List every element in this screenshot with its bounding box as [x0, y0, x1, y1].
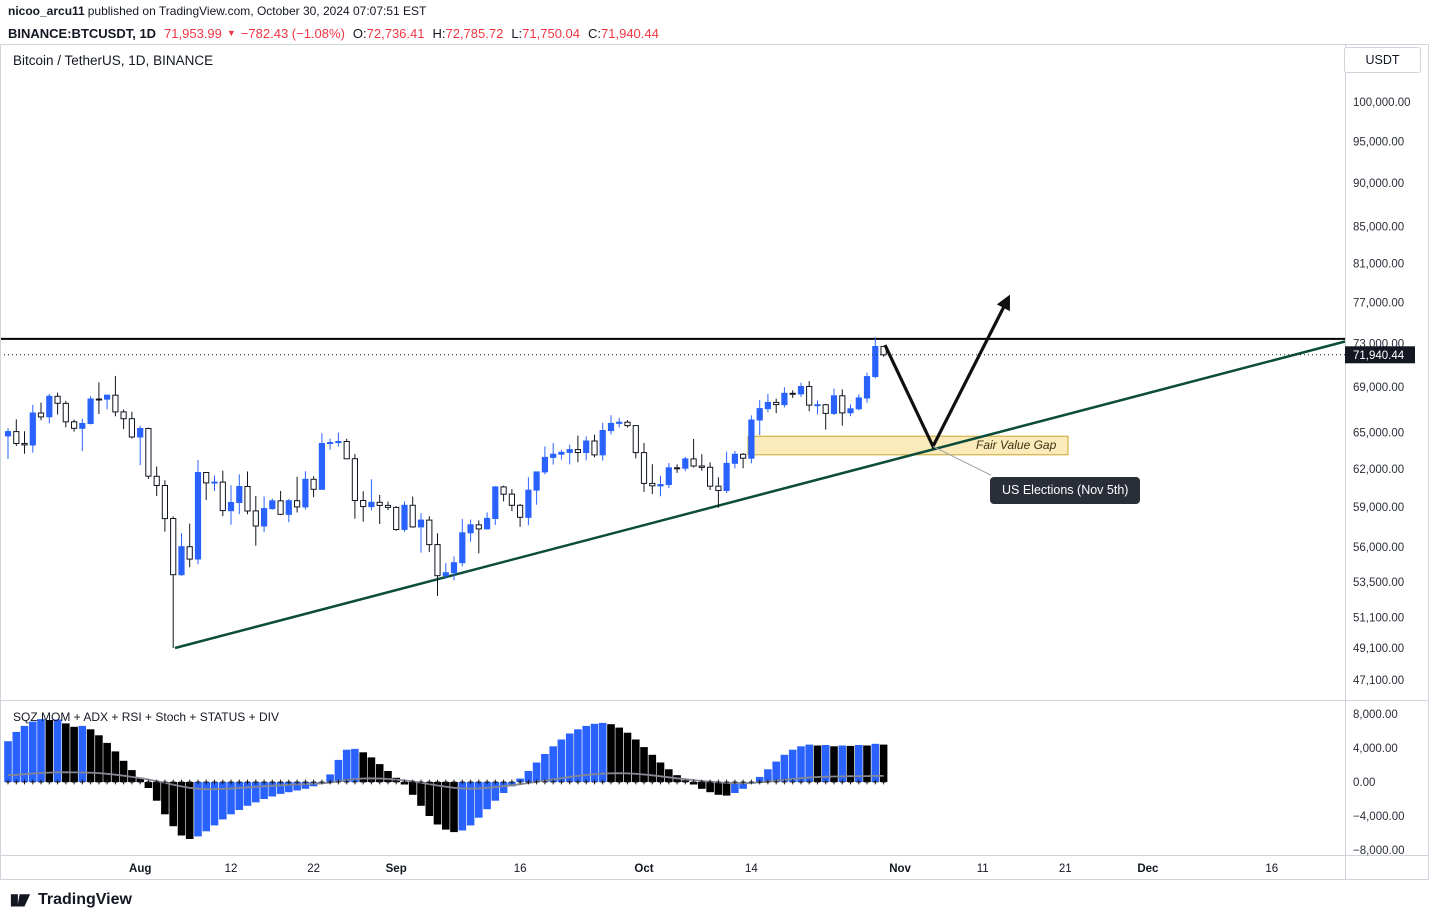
author-name: nicoo_arcu11	[8, 4, 85, 18]
price-axis[interactable]: 100,000.00 95,000.00 90,000.00 85,000.00 81,…	[1353, 97, 1411, 857]
time-axis-label: 22	[307, 863, 320, 875]
symbol-info-bar: BINANCE:BTCUSDT, 1D 71,953.99 ▼ −782.43 …	[0, 22, 1429, 44]
indicator-axis-label: 0.00	[1353, 777, 1375, 789]
time-axis-label: Aug	[129, 863, 151, 875]
time-axis-label: Oct	[634, 863, 653, 875]
time-axis-label: Nov	[889, 863, 911, 875]
indicator-axis-label: 8,000.00	[1353, 709, 1398, 721]
symbol-interval: BINANCE:BTCUSDT, 1D	[8, 25, 157, 41]
momentum-histogram	[4, 719, 888, 839]
price-axis-label: 47,100.00	[1353, 675, 1404, 687]
time-axis-label: 16	[1265, 863, 1278, 875]
tradingview-brand[interactable]: TradingView	[38, 890, 132, 908]
price-axis-label: 56,000.00	[1353, 542, 1404, 554]
close-value: C: 71,940.44	[588, 25, 659, 41]
price-axis-label: 77,000.00	[1353, 298, 1404, 310]
time-axis-label: Sep	[386, 863, 407, 875]
price-axis-label: 90,000.00	[1353, 178, 1404, 190]
us-elections-callout: US Elections (Nov 5th)	[990, 477, 1141, 504]
price-down-icon: ▼	[226, 28, 236, 38]
price-axis-label: 51,100.00	[1353, 612, 1404, 624]
trendline	[174, 340, 1346, 650]
price-axis-label: 65,000.00	[1353, 428, 1404, 440]
time-axis-label: 12	[225, 863, 238, 875]
time-axis-label: 14	[745, 863, 758, 875]
chart-svg[interactable]: 100,000.00 95,000.00 90,000.00 85,000.00 81,…	[0, 44, 1429, 880]
squeeze-markers	[5, 779, 886, 785]
price-axis-label: 85,000.00	[1353, 222, 1404, 234]
open-value: O: 72,736.41	[352, 25, 425, 41]
current-price-tag	[1345, 346, 1415, 364]
publish-info-text: published on TradingView.com, October 30…	[87, 4, 427, 18]
price-axis-label: 69,000.00	[1353, 382, 1404, 394]
fair-value-gap-box	[747, 435, 1069, 456]
footer-bar: TradingView	[0, 880, 1429, 919]
time-axis-label: Dec	[1137, 863, 1159, 875]
candles	[4, 337, 887, 648]
signal-line	[7, 771, 884, 791]
price-axis-label: 53,500.00	[1353, 577, 1404, 589]
publish-info-bar: nicoo_arcu11 published on TradingView.co…	[0, 0, 1429, 22]
chart-area[interactable]: 100,000.00 95,000.00 90,000.00 85,000.00 81,…	[0, 44, 1429, 880]
low-value: L: 71,750.04	[511, 25, 581, 41]
last-price: 71,953.99	[164, 25, 222, 41]
price-axis-label: 62,000.00	[1353, 464, 1404, 476]
time-axis[interactable]: Aug 12 22 Sep 16 Oct 14 Nov 11 21 Dec 16	[129, 863, 1278, 875]
indicator-axis-label: 4,000.00	[1353, 743, 1398, 755]
price-axis-label: 49,100.00	[1353, 643, 1404, 655]
pane-borders	[0, 44, 1429, 880]
callout-connector	[932, 445, 992, 476]
time-axis-label: 16	[514, 863, 527, 875]
price-axis-label: 59,000.00	[1353, 502, 1404, 514]
indicator-axis-label: −8,000.00	[1353, 845, 1404, 857]
price-change: −782.43 (−1.08%)	[240, 25, 345, 41]
indicator-axis-label: −4,000.00	[1353, 811, 1404, 823]
price-axis-label: 95,000.00	[1353, 136, 1404, 148]
current-price-tag-label: 71,940.44	[1353, 350, 1405, 362]
tradingview-logo-icon[interactable]	[10, 889, 31, 910]
high-value: H: 72,785.72	[432, 25, 504, 41]
time-axis-label: 21	[1059, 863, 1072, 875]
currency-toggle-button[interactable]: USDT	[1344, 47, 1421, 73]
projection-arrow	[883, 294, 1010, 451]
price-axis-label: 81,000.00	[1353, 259, 1404, 271]
time-axis-label: 11	[977, 863, 989, 875]
price-axis-label: 100,000.00	[1353, 97, 1411, 109]
